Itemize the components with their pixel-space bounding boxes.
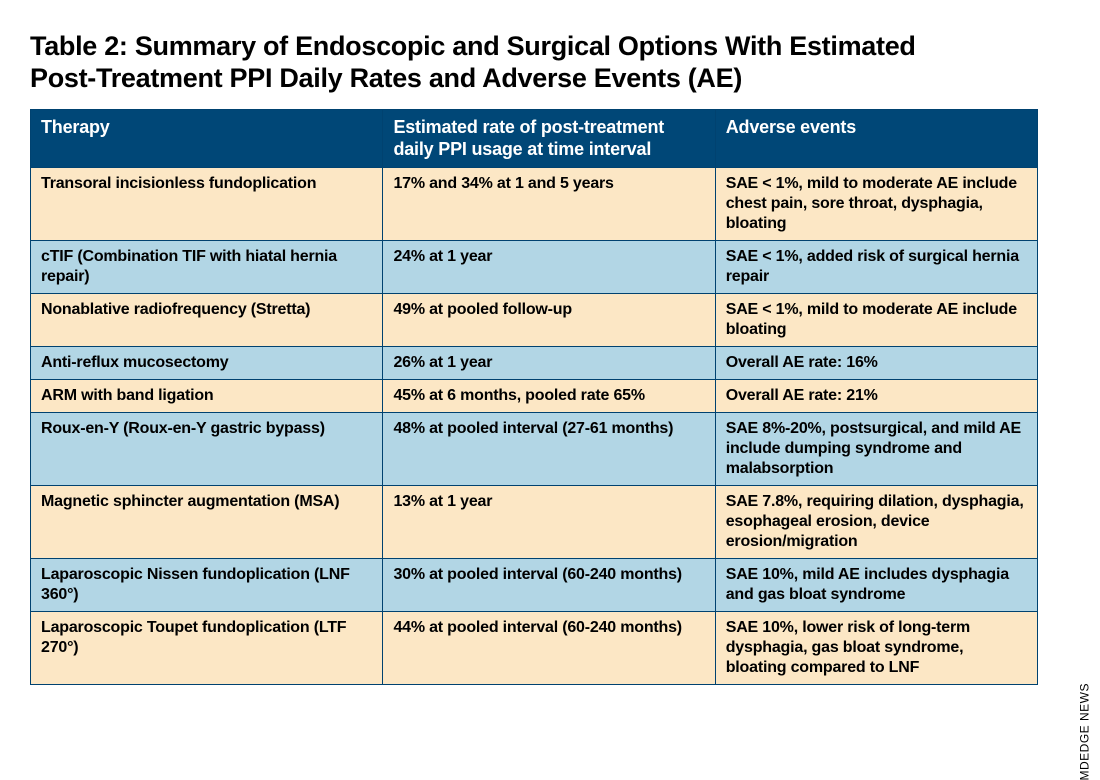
cell-ae: SAE 8%-20%, postsurgical, and mild AE in… xyxy=(715,412,1037,485)
table-body: Transoral incisionless fundoplication 17… xyxy=(31,167,1038,684)
cell-therapy: Roux-en-Y (Roux-en-Y gastric bypass) xyxy=(31,412,383,485)
data-table: Therapy Estimated rate of post-treatment… xyxy=(30,109,1038,685)
table-row: ARM with band ligation 45% at 6 months, … xyxy=(31,379,1038,412)
cell-therapy: Nonablative radiofrequency (Stretta) xyxy=(31,293,383,346)
cell-therapy: Magnetic sphincter augmentation (MSA) xyxy=(31,485,383,558)
cell-ae: SAE < 1%, mild to moderate AE include bl… xyxy=(715,293,1037,346)
header-row: Therapy Estimated rate of post-treatment… xyxy=(31,109,1038,167)
table-row: Anti-reflux mucosectomy 26% at 1 year Ov… xyxy=(31,346,1038,379)
cell-rate: 24% at 1 year xyxy=(383,240,715,293)
cell-ae: Overall AE rate: 21% xyxy=(715,379,1037,412)
cell-therapy: Laparoscopic Nissen fundoplication (LNF … xyxy=(31,558,383,611)
cell-therapy: ARM with band ligation xyxy=(31,379,383,412)
cell-rate: 49% at pooled follow-up xyxy=(383,293,715,346)
cell-rate: 26% at 1 year xyxy=(383,346,715,379)
cell-therapy: cTIF (Combination TIF with hiatal hernia… xyxy=(31,240,383,293)
cell-therapy: Anti-reflux mucosectomy xyxy=(31,346,383,379)
cell-ae: SAE 10%, mild AE includes dysphagia and … xyxy=(715,558,1037,611)
cell-rate: 30% at pooled interval (60-240 months) xyxy=(383,558,715,611)
table-row: Transoral incisionless fundoplication 17… xyxy=(31,167,1038,240)
table-row: cTIF (Combination TIF with hiatal hernia… xyxy=(31,240,1038,293)
cell-ae: SAE 7.8%, requiring dilation, dysphagia,… xyxy=(715,485,1037,558)
table-row: Laparoscopic Toupet fundoplication (LTF … xyxy=(31,611,1038,684)
cell-therapy: Transoral incisionless fundoplication xyxy=(31,167,383,240)
col-header-rate: Estimated rate of post-treatment daily P… xyxy=(383,109,715,167)
table-row: Nonablative radiofrequency (Stretta) 49%… xyxy=(31,293,1038,346)
cell-rate: 45% at 6 months, pooled rate 65% xyxy=(383,379,715,412)
cell-therapy: Laparoscopic Toupet fundoplication (LTF … xyxy=(31,611,383,684)
cell-rate: 48% at pooled interval (27-61 months) xyxy=(383,412,715,485)
cell-ae: SAE < 1%, mild to moderate AE include ch… xyxy=(715,167,1037,240)
cell-rate: 13% at 1 year xyxy=(383,485,715,558)
col-header-therapy: Therapy xyxy=(31,109,383,167)
table-row: Laparoscopic Nissen fundoplication (LNF … xyxy=(31,558,1038,611)
table-row: Magnetic sphincter augmentation (MSA) 13… xyxy=(31,485,1038,558)
table-row: Roux-en-Y (Roux-en-Y gastric bypass) 48%… xyxy=(31,412,1038,485)
source-label: MDEDGE NEWS xyxy=(1078,683,1092,780)
cell-ae: SAE < 1%, added risk of surgical hernia … xyxy=(715,240,1037,293)
cell-ae: SAE 10%, lower risk of long-term dysphag… xyxy=(715,611,1037,684)
cell-ae: Overall AE rate: 16% xyxy=(715,346,1037,379)
table-title: Table 2: Summary of Endoscopic and Surgi… xyxy=(30,30,1070,95)
cell-rate: 17% and 34% at 1 and 5 years xyxy=(383,167,715,240)
cell-rate: 44% at pooled interval (60-240 months) xyxy=(383,611,715,684)
col-header-ae: Adverse events xyxy=(715,109,1037,167)
table-container: Table 2: Summary of Endoscopic and Surgi… xyxy=(30,30,1070,685)
title-line-2: Post-Treatment PPI Daily Rates and Adver… xyxy=(30,63,742,93)
title-line-1: Table 2: Summary of Endoscopic and Surgi… xyxy=(30,31,916,61)
